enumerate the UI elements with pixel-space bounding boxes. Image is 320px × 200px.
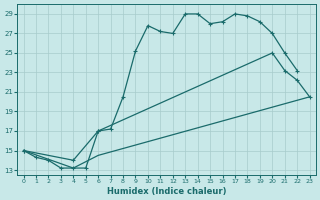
X-axis label: Humidex (Indice chaleur): Humidex (Indice chaleur) xyxy=(107,187,226,196)
